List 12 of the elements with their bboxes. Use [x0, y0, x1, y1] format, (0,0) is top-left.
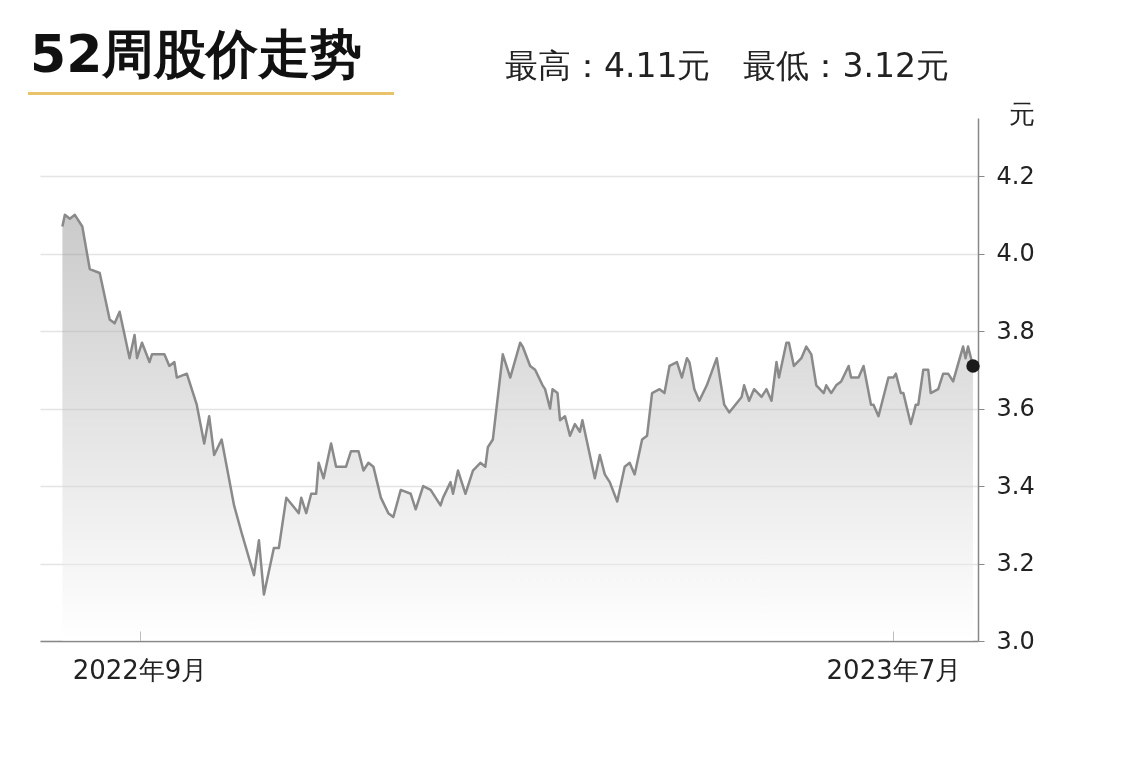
x-tick-label: 2023年7月 — [826, 654, 962, 685]
chart-subtitle: 最高：4.11元 最低：3.12元 — [505, 45, 949, 87]
y-tick-label: 3.8 — [996, 316, 1035, 345]
y-tick-label: 3.2 — [996, 549, 1035, 578]
x-tick-label: 2022年9月 — [72, 654, 208, 685]
y-tick-label: 3.6 — [996, 394, 1035, 423]
y-tick-label: 4.2 — [996, 161, 1035, 190]
y-tick-label: 4.0 — [996, 239, 1035, 268]
y-axis-title: 元 — [1008, 98, 1035, 129]
y-tick-label: 3.4 — [996, 471, 1035, 500]
chart-title: 52周股价走势 — [30, 23, 363, 86]
y-tick-label: 3.0 — [996, 626, 1035, 655]
